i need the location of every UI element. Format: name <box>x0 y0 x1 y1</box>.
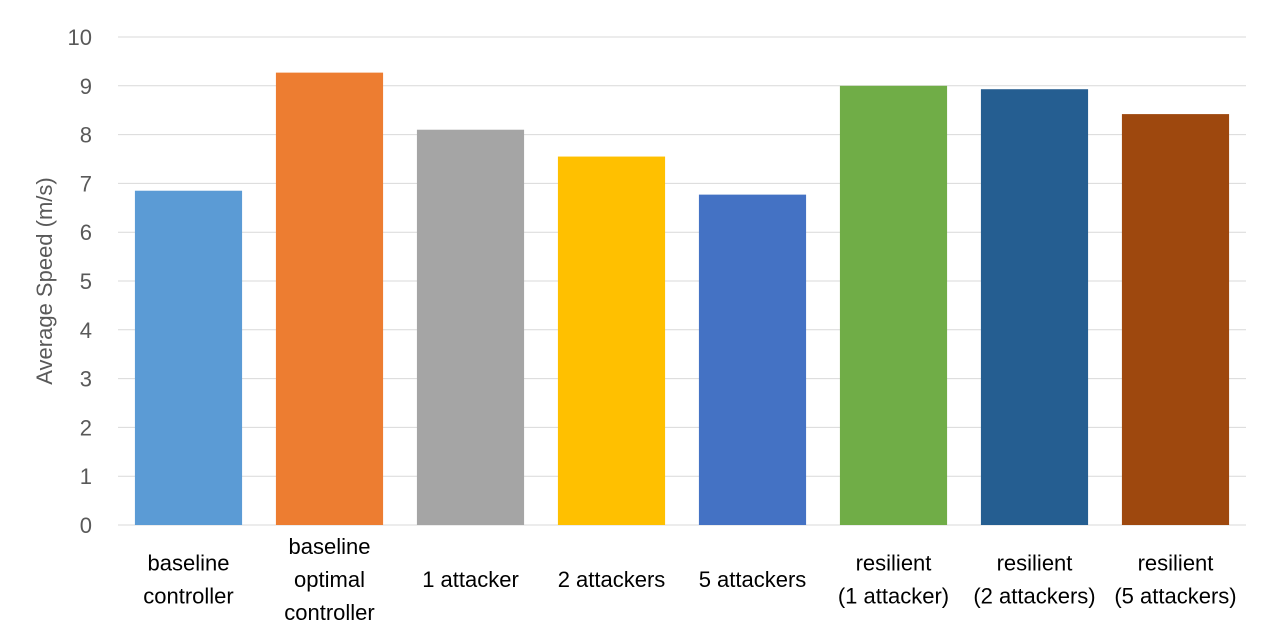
x-category-label-line: resilient <box>997 551 1073 576</box>
y-tick-label: 3 <box>80 367 92 392</box>
x-category-label-line: (1 attacker) <box>838 584 949 609</box>
y-axis-ticks: 0 1 2 3 4 5 6 7 8 9 10 <box>68 25 92 538</box>
x-category-label-line: (2 attackers) <box>973 584 1095 609</box>
x-category-label: baseline optimal controller <box>284 534 374 625</box>
y-tick-label: 9 <box>80 74 92 99</box>
x-category-label: 5 attackers <box>699 567 807 592</box>
x-axis-category-labels: baseline controller baseline optimal control… <box>143 534 1236 625</box>
x-category-label-line: 1 attacker <box>422 567 519 592</box>
bar <box>416 129 525 525</box>
x-category-label: 2 attackers <box>558 567 666 592</box>
x-category-label: baseline controller <box>143 551 233 609</box>
y-tick-label: 6 <box>80 220 92 245</box>
x-category-label-line: optimal <box>294 567 365 592</box>
x-category-label: 1 attacker <box>422 567 519 592</box>
bar <box>980 89 1089 525</box>
y-tick-label: 4 <box>80 318 92 343</box>
y-tick-label: 2 <box>80 415 92 440</box>
bar <box>557 156 666 525</box>
bar <box>275 72 384 526</box>
y-tick-label: 8 <box>80 123 92 148</box>
y-tick-label: 7 <box>80 171 92 196</box>
y-tick-label: 5 <box>80 269 92 294</box>
x-category-label-line: resilient <box>856 551 932 576</box>
x-category-label: resilient (2 attackers) <box>973 551 1095 609</box>
x-category-label-line: baseline <box>289 534 371 559</box>
bar <box>698 194 807 525</box>
bar <box>1121 114 1230 525</box>
x-category-label-line: resilient <box>1138 551 1214 576</box>
bar <box>134 190 243 525</box>
x-category-label: resilient (5 attackers) <box>1114 551 1236 609</box>
x-category-label-line: 5 attackers <box>699 567 807 592</box>
bars <box>134 72 1230 526</box>
y-tick-label: 10 <box>68 25 92 50</box>
y-tick-label: 1 <box>80 464 92 489</box>
y-axis-title: Average Speed (m/s) <box>32 177 57 384</box>
x-category-label-line: baseline <box>148 551 230 576</box>
x-category-label-line: (5 attackers) <box>1114 584 1236 609</box>
x-category-label-line: controller <box>284 600 374 625</box>
y-tick-label: 0 <box>80 513 92 538</box>
x-category-label-line: 2 attackers <box>558 567 666 592</box>
x-category-label: resilient (1 attacker) <box>838 551 949 609</box>
bar <box>839 85 948 526</box>
x-category-label-line: controller <box>143 584 233 609</box>
